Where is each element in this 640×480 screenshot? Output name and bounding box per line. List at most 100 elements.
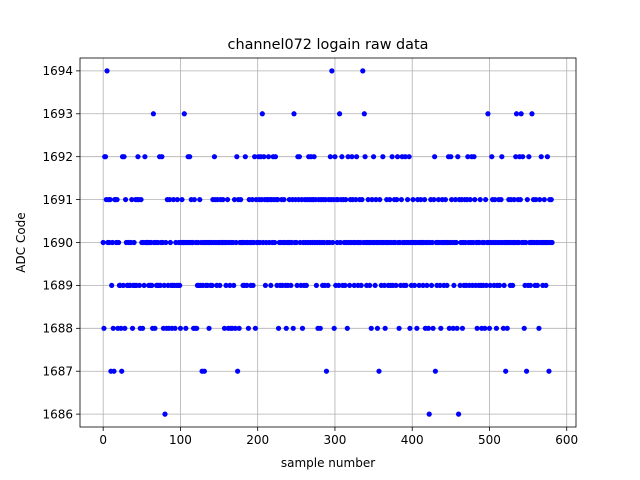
data-point — [121, 154, 127, 160]
y-tick-label: 1692 — [42, 150, 73, 164]
x-tick-label: 500 — [478, 433, 501, 447]
data-point — [376, 368, 382, 374]
data-point — [442, 196, 449, 203]
data-point — [367, 282, 373, 289]
data-point — [233, 239, 239, 246]
data-point — [407, 325, 413, 331]
data-point — [149, 282, 155, 289]
data-point — [122, 196, 129, 203]
data-point — [337, 239, 343, 246]
data-point — [500, 325, 506, 331]
data-point — [359, 196, 365, 203]
data-point — [261, 154, 267, 160]
data-points — [100, 68, 555, 417]
data-point — [482, 325, 488, 331]
data-point — [167, 196, 173, 203]
data-point — [361, 111, 367, 117]
data-point — [451, 282, 457, 289]
data-point — [187, 154, 193, 160]
data-point — [242, 154, 248, 160]
data-point — [107, 196, 113, 203]
data-point — [111, 368, 117, 374]
data-point — [120, 282, 126, 289]
data-point — [351, 282, 357, 289]
data-point — [177, 282, 183, 289]
data-point — [150, 111, 156, 117]
data-point — [220, 196, 226, 203]
data-point — [358, 282, 364, 289]
data-point — [369, 196, 375, 203]
data-point — [167, 239, 173, 246]
data-point — [546, 368, 552, 374]
data-point — [446, 325, 452, 331]
data-point — [428, 282, 435, 289]
data-point — [471, 154, 477, 160]
data-point — [404, 196, 411, 203]
data-point — [365, 196, 371, 203]
data-point — [513, 154, 519, 160]
data-point — [387, 196, 393, 203]
data-point — [349, 154, 355, 160]
data-point — [529, 111, 535, 117]
data-point — [102, 154, 109, 160]
data-point — [344, 325, 350, 331]
data-point — [477, 196, 483, 203]
data-point — [511, 196, 517, 203]
data-point — [454, 325, 460, 331]
data-point — [372, 282, 378, 289]
data-point — [224, 196, 231, 203]
data-point — [487, 282, 493, 289]
data-point — [435, 196, 442, 203]
data-point — [345, 154, 351, 160]
data-point — [122, 325, 128, 331]
data-point — [523, 239, 529, 246]
data-point — [527, 282, 534, 289]
data-point — [201, 368, 207, 374]
data-point — [455, 411, 462, 417]
data-point — [343, 196, 349, 203]
data-point — [465, 154, 471, 160]
data-point — [520, 154, 526, 160]
data-point — [432, 368, 438, 374]
y-tick-label: 1691 — [42, 193, 73, 207]
y-tick-label: 1689 — [42, 279, 73, 293]
data-point — [296, 154, 303, 160]
y-tick-label: 1690 — [42, 236, 73, 250]
data-point — [159, 154, 165, 160]
data-point — [131, 239, 137, 246]
data-point — [457, 282, 463, 289]
data-point — [183, 325, 189, 331]
data-point — [534, 282, 540, 289]
data-point — [323, 368, 330, 374]
y-tick-label: 1688 — [42, 322, 73, 336]
data-point — [513, 111, 520, 117]
data-point — [472, 196, 478, 203]
data-point — [368, 325, 374, 331]
data-point — [394, 154, 401, 160]
data-point — [294, 282, 300, 289]
data-point — [533, 196, 539, 203]
data-point — [209, 282, 215, 289]
data-point — [524, 196, 530, 203]
data-point — [109, 282, 115, 289]
data-point — [543, 282, 549, 289]
x-tick-label: 100 — [169, 433, 192, 447]
data-point — [331, 325, 337, 331]
y-tick-label: 1694 — [42, 64, 73, 78]
data-point — [452, 196, 459, 203]
x-axis-label: sample number — [281, 456, 375, 470]
data-point — [336, 282, 342, 289]
data-point — [517, 196, 523, 203]
data-point — [416, 282, 422, 289]
data-point — [449, 196, 455, 203]
data-point — [336, 111, 343, 117]
data-point — [393, 282, 399, 289]
data-point — [548, 196, 554, 203]
data-point — [360, 68, 366, 74]
data-point — [244, 282, 250, 289]
data-point — [177, 325, 184, 331]
data-point — [211, 154, 218, 160]
data-point — [221, 325, 228, 331]
data-point — [329, 68, 335, 74]
data-point — [236, 325, 242, 331]
